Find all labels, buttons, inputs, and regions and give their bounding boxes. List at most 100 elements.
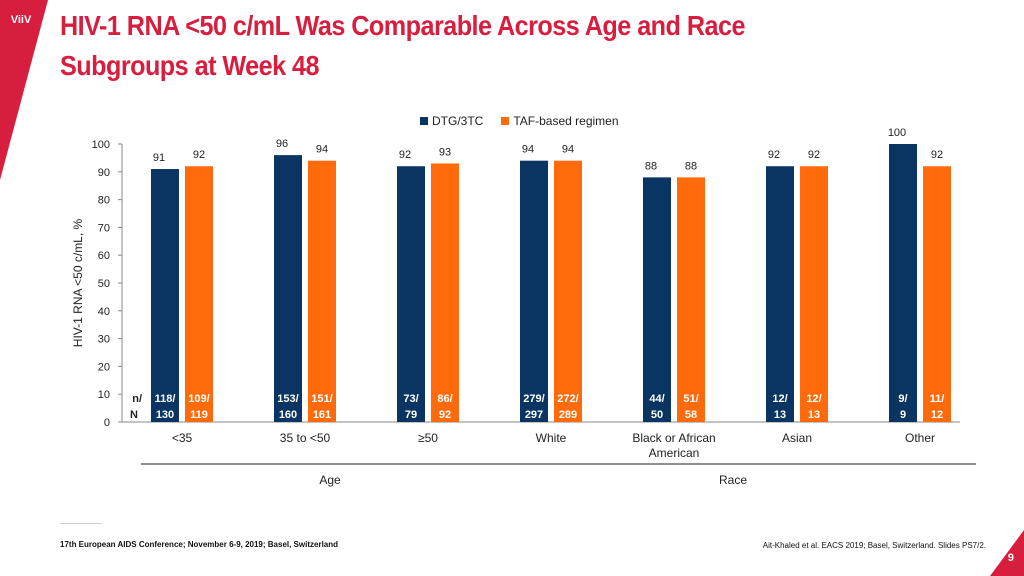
- bar-n-label: 86/: [437, 393, 452, 405]
- data-label: 93: [439, 146, 451, 158]
- data-label: 100: [888, 127, 906, 139]
- legend-label-taf: TAF-based regimen: [513, 114, 619, 128]
- footer-reference: Ait-Khaled et al. EACS 2019; Basel, Swit…: [762, 541, 986, 550]
- legend-item-taf: TAF-based regimen: [501, 114, 619, 128]
- bar-n-label: 9/: [898, 393, 907, 405]
- bar-n-label: 118/: [155, 393, 176, 405]
- bar-taf: [185, 166, 213, 422]
- x-tick-label: Other: [905, 431, 935, 445]
- bar-N-label: 161: [313, 409, 331, 421]
- bar-taf: [554, 160, 582, 422]
- data-label: 92: [193, 149, 205, 161]
- bar-dtg: [397, 166, 425, 422]
- y-tick-label: 50: [98, 278, 110, 290]
- data-label: 88: [685, 160, 697, 172]
- y-tick-label: 30: [98, 334, 110, 346]
- y-tick-label: 60: [98, 250, 110, 262]
- data-label: 94: [522, 144, 534, 156]
- bar-taf: [677, 177, 705, 422]
- bar-N-label: 297: [525, 409, 543, 421]
- bar-n-label: 109/: [188, 393, 209, 405]
- footer-conference: 17th European AIDS Conference; November …: [60, 540, 339, 549]
- bar-N-label: 79: [405, 409, 417, 421]
- page-number: 9: [1007, 552, 1014, 564]
- bar-n-label: 12/: [772, 393, 787, 405]
- bar-N-label: 130: [156, 409, 174, 421]
- bar-dtg: [520, 160, 548, 422]
- bar-n-label: 153/: [277, 393, 298, 405]
- N-label: N: [130, 409, 138, 421]
- y-tick-label: 90: [98, 167, 110, 179]
- bar-dtg: [643, 177, 671, 422]
- bar-N-label: 12: [931, 409, 943, 421]
- bar-N-label: 160: [279, 409, 297, 421]
- bar-dtg: [151, 169, 179, 422]
- bar-N-label: 13: [808, 409, 820, 421]
- bar-n-label: 73/: [403, 393, 418, 405]
- legend-swatch-taf: [501, 117, 510, 125]
- data-label: 96: [276, 138, 288, 150]
- bar-taf: [308, 160, 336, 422]
- y-tick-label: 80: [98, 195, 110, 207]
- x-tick-label: 35 to <50: [280, 431, 331, 445]
- data-label: 94: [316, 144, 328, 156]
- data-label: 92: [808, 149, 820, 161]
- y-tick-label: 40: [98, 306, 110, 318]
- y-axis-title: HIV-1 RNA <50 c/mL, %: [71, 218, 85, 347]
- bar-N-label: 13: [774, 409, 786, 421]
- bar-taf: [800, 166, 828, 422]
- x-tick-label: <35: [172, 431, 193, 445]
- bar-taf: [923, 166, 951, 422]
- brand-corner-shape: [0, 0, 48, 180]
- x-tick-label: ≥50: [418, 431, 438, 445]
- bar-n-label: 272/: [557, 393, 578, 405]
- data-label: 92: [768, 149, 780, 161]
- bar-N-label: 119: [190, 409, 208, 421]
- bar-dtg: [766, 166, 794, 422]
- y-tick-label: 100: [92, 139, 110, 151]
- bar-dtg: [274, 155, 302, 422]
- x-tick-label: Black or African: [632, 431, 715, 445]
- data-label: 92: [931, 149, 943, 161]
- viiv-logo: ViiV: [10, 14, 32, 26]
- bar-n-label: 44/: [649, 393, 664, 405]
- data-label: 88: [645, 160, 657, 172]
- title-line-2: Subgroups at Week 48: [60, 50, 320, 81]
- bar-N-label: 58: [685, 409, 697, 421]
- bar-N-label: 92: [439, 409, 451, 421]
- bar-n-label: 279/: [523, 393, 544, 405]
- y-tick-label: 0: [104, 417, 110, 429]
- legend-label-dtg: DTG/3TC: [432, 114, 484, 128]
- bar-N-label: 289: [559, 409, 577, 421]
- chart-legend: DTG/3TC TAF-based regimen: [420, 114, 637, 128]
- bar-n-label: 51/: [683, 393, 698, 405]
- bar-N-label: 9: [900, 409, 906, 421]
- n-label: n/: [132, 393, 142, 405]
- data-label: 91: [153, 152, 165, 164]
- legend-swatch-dtg: [420, 117, 428, 125]
- y-tick-label: 10: [98, 389, 110, 401]
- data-label: 92: [399, 149, 411, 161]
- group-label-race: Race: [719, 473, 747, 487]
- data-label: 94: [562, 144, 574, 156]
- page-title: HIV-1 RNA <50 c/mL Was Comparable Across…: [60, 6, 870, 86]
- bar-n-label: 151/: [311, 393, 332, 405]
- y-tick-label: 20: [98, 361, 110, 373]
- title-line-1: HIV-1 RNA <50 c/mL Was Comparable Across…: [60, 10, 745, 41]
- footer-divider: [60, 523, 102, 524]
- bar-N-label: 50: [651, 409, 663, 421]
- y-tick-label: 70: [98, 222, 110, 234]
- legend-item-dtg: DTG/3TC: [420, 114, 483, 128]
- bar-n-label: 11/: [930, 393, 945, 405]
- x-tick-label: Asian: [782, 431, 812, 445]
- x-tick-label: White: [536, 431, 567, 445]
- bar-taf: [431, 163, 459, 422]
- group-label-age: Age: [319, 473, 341, 487]
- page-corner-shape: [990, 530, 1024, 576]
- bar-n-label: 12/: [806, 393, 821, 405]
- x-tick-label: American: [649, 446, 700, 460]
- bar-chart: 0 10 20 30 40 50 60 70 80 90 100 HIV-1 RNA <50 c/mL…: [71, 127, 976, 487]
- bar-dtg: [889, 144, 917, 422]
